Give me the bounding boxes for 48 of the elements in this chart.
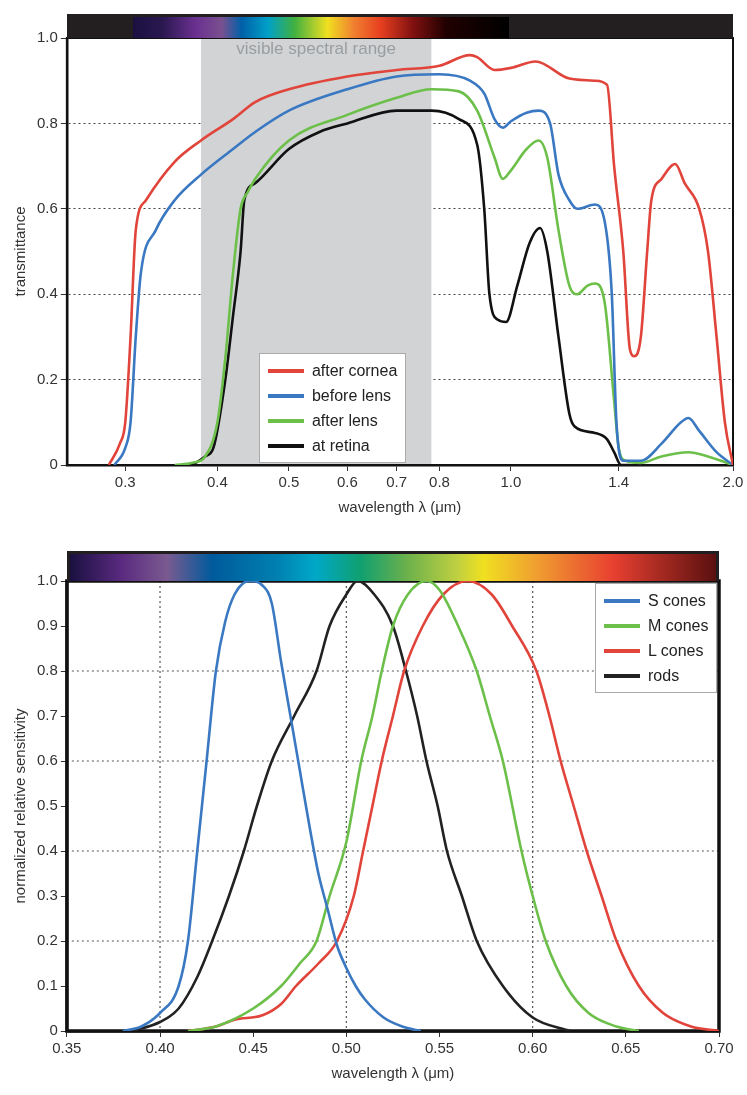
x-tick-label: 0.50 xyxy=(331,1039,361,1057)
y-tick-label: 0.4 xyxy=(36,284,58,302)
x-tick-label: 0.45 xyxy=(238,1039,268,1057)
y-tick-label: 0.1 xyxy=(36,976,58,994)
x-tick-label: 2.0 xyxy=(722,473,744,491)
legend-label: before lens xyxy=(311,386,392,405)
x-tick-label: 0.35 xyxy=(52,1039,82,1057)
legend-label: at retina xyxy=(311,436,370,455)
x-tick-label: 0.4 xyxy=(206,473,228,491)
y-tick-label: 0.4 xyxy=(36,841,58,859)
x-tick-label: 0.55 xyxy=(424,1039,455,1057)
y-tick-label: 0.3 xyxy=(36,886,58,904)
y-tick-label: 0 xyxy=(49,1021,58,1039)
y-tick-label: 1.0 xyxy=(36,28,58,46)
legend-label: L cones xyxy=(648,641,704,660)
x-tick-label: 0.40 xyxy=(145,1039,175,1057)
legend-label: rods xyxy=(648,666,680,685)
x-axis-title: wavelength λ (μm) xyxy=(330,1064,455,1082)
x-tick-label: 1.4 xyxy=(608,473,630,491)
legend-label: M cones xyxy=(648,616,709,635)
x-tick-label: 0.70 xyxy=(704,1039,734,1057)
legend-label: after lens xyxy=(311,411,378,430)
y-tick-label: 0.7 xyxy=(36,706,58,724)
x-axis-title: wavelength λ (μm) xyxy=(337,498,462,516)
y-axis-title: normalized relative sensitivity xyxy=(11,707,29,904)
legend-label: S cones xyxy=(648,591,706,610)
line-series xyxy=(130,581,572,1031)
x-tick-label: 1.0 xyxy=(500,473,522,491)
y-tick-label: 0.8 xyxy=(36,661,58,679)
x-tick-label: 0.8 xyxy=(429,473,450,491)
x-tick-label: 0.5 xyxy=(278,473,300,491)
y-tick-label: 0.6 xyxy=(36,751,58,769)
x-tick-label: 0.60 xyxy=(518,1039,548,1057)
x-tick-label: 0.7 xyxy=(386,473,408,491)
y-tick-label: 0.5 xyxy=(36,796,58,814)
legend-label: after cornea xyxy=(311,361,398,380)
x-tick-label: 0.6 xyxy=(336,473,358,491)
y-tick-label: 0.6 xyxy=(36,198,58,216)
y-tick-label: 0.8 xyxy=(36,113,58,131)
x-tick-label: 0.3 xyxy=(114,473,136,491)
y-axis-title: transmittance xyxy=(11,206,29,297)
y-tick-label: 0.2 xyxy=(36,931,58,949)
line-series xyxy=(121,581,423,1031)
y-tick-label: 0.2 xyxy=(36,369,58,387)
y-tick-label: 1.0 xyxy=(36,571,58,589)
y-tick-label: 0.9 xyxy=(36,616,58,634)
y-tick-label: 0 xyxy=(49,455,58,473)
x-tick-label: 0.65 xyxy=(611,1039,641,1057)
